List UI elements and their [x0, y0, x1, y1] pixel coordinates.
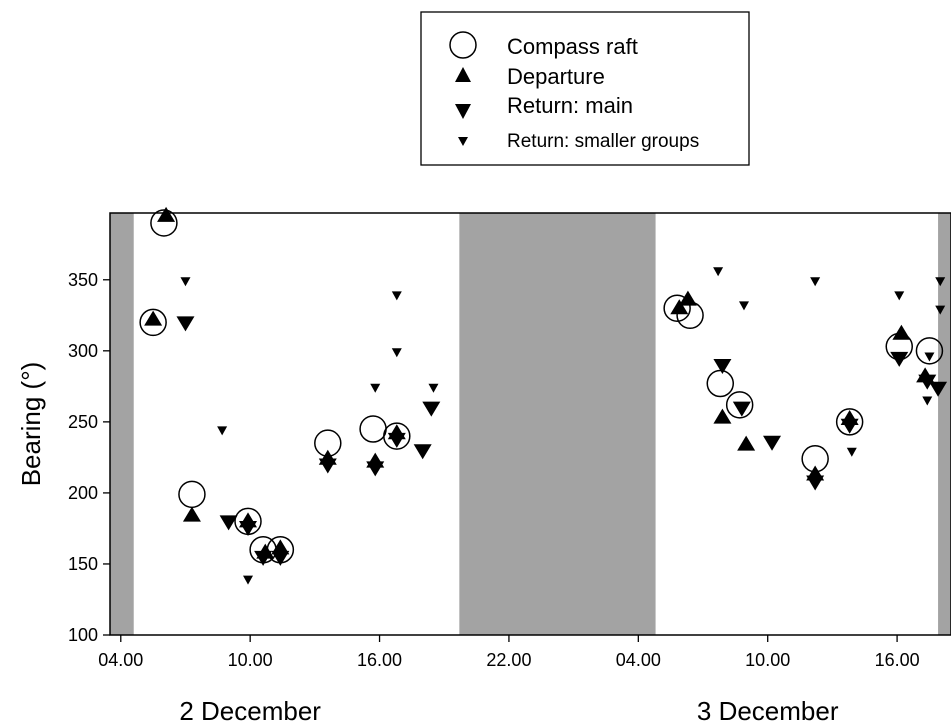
y-tick-label: 300 [68, 341, 98, 361]
return-main-point [422, 401, 441, 417]
legend-label-return-smaller-groups: Return: smaller groups [507, 131, 699, 152]
y-tick-label: 150 [68, 554, 98, 574]
return-smaller-groups-point [217, 426, 228, 436]
return-smaller-groups-point [713, 267, 724, 277]
return-main-point [918, 374, 937, 390]
return-main-point [713, 359, 732, 375]
return-main-point [176, 316, 195, 332]
return-smaller-groups-point [935, 305, 946, 315]
return-smaller-groups-point [738, 301, 749, 311]
departure-point [713, 408, 732, 424]
departure-point [737, 435, 756, 451]
return-main-point [840, 418, 859, 434]
y-tick-label: 250 [68, 412, 98, 432]
x-tick-label: 16.00 [357, 650, 402, 670]
compass-raft-point [359, 415, 387, 443]
compass-raft-point [915, 337, 944, 365]
legend-label-departure: Departure [507, 64, 605, 89]
night-shading-band [110, 213, 134, 635]
return-main-point [239, 521, 258, 537]
x-tick-label: 04.00 [98, 650, 143, 670]
legend-marker-return-smaller-groups [458, 137, 468, 146]
x-tick-label: 16.00 [875, 650, 920, 670]
compass-raft-point [383, 422, 411, 450]
legend-marker-compass-raft [449, 31, 477, 59]
return-main-point [413, 444, 432, 460]
x-tick-label: 04.00 [616, 650, 661, 670]
legend-marker-return-main [455, 104, 471, 119]
return-main-point [763, 435, 782, 451]
return-smaller-groups-point [922, 396, 933, 406]
return-smaller-groups-point [846, 447, 857, 457]
compass-raft-point [706, 369, 735, 398]
departure-point [271, 539, 290, 555]
return-main-point [387, 432, 406, 448]
day-label: 3 December [697, 696, 839, 722]
departure-point [157, 206, 176, 222]
y-tick-label: 350 [68, 270, 98, 290]
legend-box [420, 11, 750, 166]
compass-raft-point [663, 294, 691, 322]
x-tick-label: 10.00 [745, 650, 790, 670]
return-main-point [732, 401, 751, 417]
compass-raft-point [139, 308, 167, 337]
departure-point [678, 290, 697, 306]
legend-marker-departure [455, 67, 471, 82]
return-main-point [254, 550, 273, 566]
return-smaller-groups-point [391, 348, 402, 358]
return-smaller-groups-point [924, 352, 935, 362]
return-smaller-groups-point [894, 291, 905, 301]
legend: Compass raft Departure Return: main Retu… [420, 11, 750, 166]
night-shading-band [938, 213, 951, 635]
return-smaller-groups-point [391, 291, 402, 301]
return-main-point [890, 351, 909, 367]
departure-point [670, 299, 689, 315]
return-main-point [929, 381, 948, 397]
return-main-point [219, 515, 238, 531]
y-tick-label: 200 [68, 483, 98, 503]
departure-point [182, 506, 201, 522]
plot-area: 100 150 200 250 300 350 04.00 10.00 16.00 22.00 04… [68, 206, 951, 722]
return-main-point [366, 461, 385, 477]
return-smaller-groups-point [243, 575, 254, 585]
y-tick-label: 100 [68, 625, 98, 645]
night-shading-band [459, 213, 656, 635]
return-smaller-groups-point [810, 277, 821, 287]
legend-label-compass-raft: Compass raft [507, 34, 638, 59]
day-label: 2 December [179, 696, 321, 722]
x-tick-label: 22.00 [486, 650, 531, 670]
plot-frame [109, 212, 951, 636]
departure-point [892, 324, 911, 340]
return-main-point [271, 550, 290, 566]
x-tick-label: 10.00 [228, 650, 273, 670]
return-smaller-groups-point [935, 277, 946, 287]
return-smaller-groups-point [180, 277, 191, 287]
departure-point [144, 310, 163, 326]
compass-raft-point [178, 480, 206, 509]
compass-raft-point [150, 209, 178, 237]
return-main-point [806, 475, 825, 491]
return-smaller-groups-point [428, 383, 439, 393]
return-main-point [318, 458, 337, 474]
legend-label-return-main: Return: main [507, 93, 633, 118]
compass-raft-point [835, 408, 864, 436]
y-axis-label: Bearing (°) [16, 362, 46, 487]
return-smaller-groups-point [370, 383, 381, 393]
compass-raft-point [725, 391, 754, 419]
